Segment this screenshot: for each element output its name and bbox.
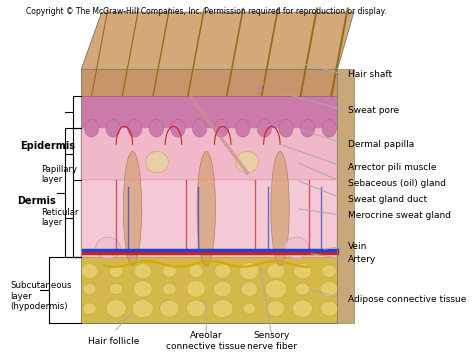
Circle shape bbox=[189, 283, 203, 295]
Text: Epidermis: Epidermis bbox=[20, 141, 75, 151]
Circle shape bbox=[96, 237, 120, 258]
Circle shape bbox=[292, 300, 313, 318]
Circle shape bbox=[240, 264, 258, 279]
Circle shape bbox=[268, 282, 283, 296]
Bar bbox=[337, 69, 354, 323]
Circle shape bbox=[83, 266, 96, 276]
Ellipse shape bbox=[123, 152, 142, 266]
Ellipse shape bbox=[197, 152, 216, 266]
Text: Dermis: Dermis bbox=[17, 197, 56, 206]
Bar bbox=[82, 128, 337, 180]
Circle shape bbox=[268, 301, 284, 316]
Ellipse shape bbox=[236, 119, 250, 137]
Circle shape bbox=[242, 283, 256, 295]
Text: Sweat pore: Sweat pore bbox=[347, 106, 399, 115]
Circle shape bbox=[134, 301, 152, 316]
Circle shape bbox=[214, 301, 231, 316]
Circle shape bbox=[321, 282, 337, 296]
Polygon shape bbox=[82, 12, 354, 69]
Circle shape bbox=[292, 261, 314, 281]
Text: Merocrine sweat gland: Merocrine sweat gland bbox=[347, 211, 451, 220]
Ellipse shape bbox=[149, 119, 164, 137]
Text: Papillary
layer: Papillary layer bbox=[42, 165, 78, 184]
Ellipse shape bbox=[301, 119, 315, 137]
Bar bbox=[82, 180, 337, 257]
Text: Hair shaft: Hair shaft bbox=[347, 70, 392, 79]
Bar bbox=[82, 257, 337, 323]
Circle shape bbox=[161, 264, 178, 278]
Circle shape bbox=[215, 265, 230, 278]
Circle shape bbox=[158, 299, 181, 318]
Circle shape bbox=[163, 283, 176, 294]
Text: Dermal papilla: Dermal papilla bbox=[347, 140, 414, 149]
Ellipse shape bbox=[322, 119, 337, 137]
Circle shape bbox=[284, 237, 309, 258]
Circle shape bbox=[320, 263, 338, 279]
Circle shape bbox=[322, 303, 336, 314]
Ellipse shape bbox=[128, 119, 142, 137]
Circle shape bbox=[135, 264, 151, 278]
Ellipse shape bbox=[106, 119, 120, 137]
Circle shape bbox=[293, 280, 312, 297]
Circle shape bbox=[133, 280, 153, 298]
Circle shape bbox=[109, 265, 123, 277]
Text: Copyright © The McGraw-Hill Companies, Inc. Permission required for reproduction: Copyright © The McGraw-Hill Companies, I… bbox=[26, 7, 386, 16]
Ellipse shape bbox=[84, 119, 99, 137]
Circle shape bbox=[83, 303, 96, 315]
Text: Adipose connective tissue: Adipose connective tissue bbox=[347, 295, 466, 304]
Text: Hair follicle: Hair follicle bbox=[88, 337, 140, 346]
Circle shape bbox=[268, 264, 284, 278]
Text: Areolar
connective tissue: Areolar connective tissue bbox=[166, 331, 246, 351]
Ellipse shape bbox=[214, 119, 228, 137]
Circle shape bbox=[108, 282, 124, 296]
Circle shape bbox=[106, 300, 127, 318]
Ellipse shape bbox=[279, 119, 293, 137]
Text: Subcutaneous
layer
(hypodermis): Subcutaneous layer (hypodermis) bbox=[10, 281, 72, 311]
Text: Sweat gland duct: Sweat gland duct bbox=[347, 195, 427, 204]
Ellipse shape bbox=[257, 119, 272, 137]
Text: Vein: Vein bbox=[347, 242, 367, 251]
Ellipse shape bbox=[171, 119, 185, 137]
Ellipse shape bbox=[236, 152, 258, 173]
Circle shape bbox=[243, 303, 255, 314]
Text: Reticular
layer: Reticular layer bbox=[42, 208, 79, 227]
Text: Sensory
nerve fiber: Sensory nerve fiber bbox=[247, 331, 297, 351]
Bar bbox=[82, 96, 337, 128]
Circle shape bbox=[81, 281, 99, 297]
Circle shape bbox=[188, 264, 204, 278]
Text: Artery: Artery bbox=[347, 255, 376, 264]
Text: Arrector pili muscle: Arrector pili muscle bbox=[347, 163, 436, 172]
Ellipse shape bbox=[271, 152, 289, 266]
Circle shape bbox=[186, 300, 206, 317]
Ellipse shape bbox=[192, 119, 207, 137]
Circle shape bbox=[213, 281, 232, 297]
Bar bbox=[82, 69, 337, 96]
Text: Sebaceous (oil) gland: Sebaceous (oil) gland bbox=[347, 179, 446, 188]
Ellipse shape bbox=[146, 152, 168, 173]
